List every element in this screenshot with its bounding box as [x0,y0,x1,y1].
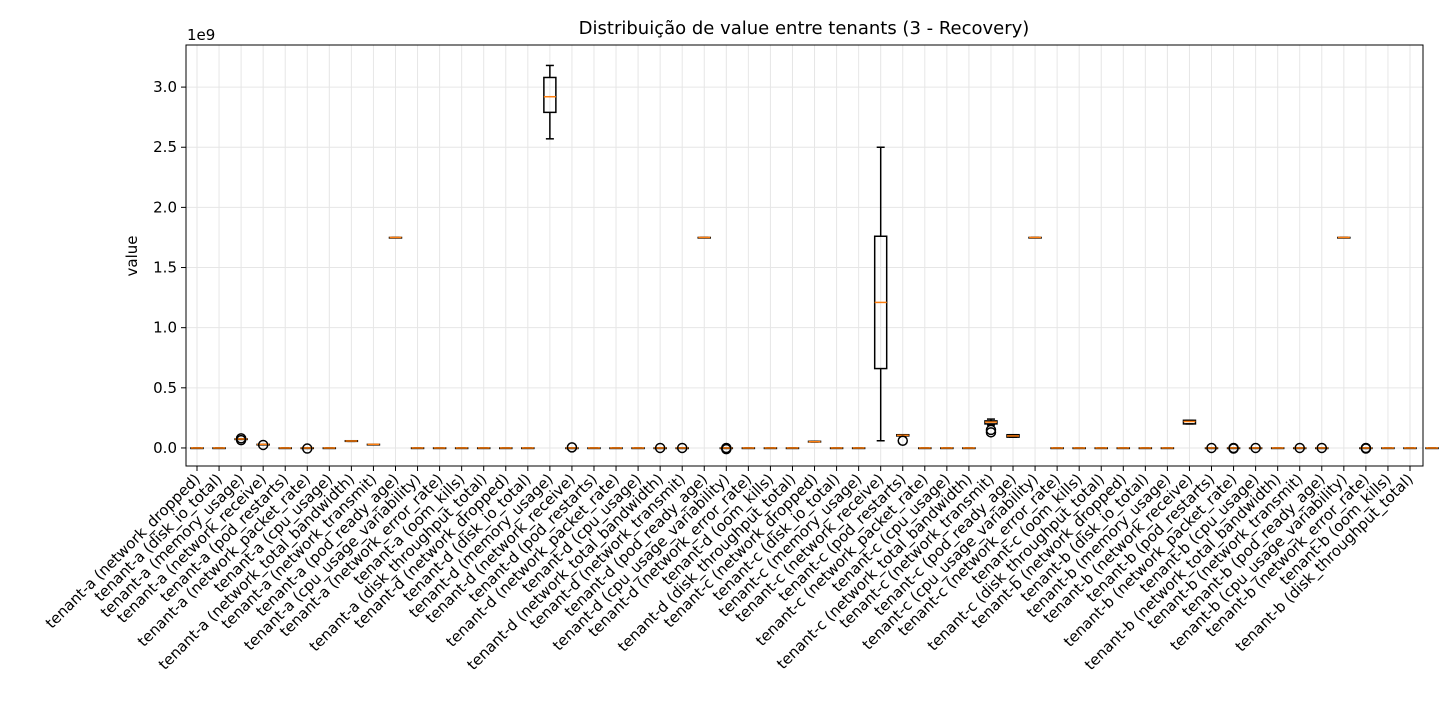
box-41 [1094,447,1108,450]
outlier-point [654,442,666,454]
box-35 [962,447,976,450]
y-tick-label: 0.5 [153,379,177,397]
outlier-point [897,435,908,446]
chart-title: Distribuição de value entre tenants (3 -… [579,18,1030,39]
box-1 [212,447,226,450]
box-4 [278,447,292,450]
box-2 [234,433,248,446]
box-25 [741,447,756,450]
box-10 [410,447,425,450]
box-19 [609,447,623,450]
box-24 [719,442,734,455]
box-22 [675,442,689,454]
box-45 [1182,419,1197,425]
outlier-point [1360,442,1372,454]
box-42 [1116,447,1131,450]
box-12 [454,447,469,450]
box-3 [256,439,270,451]
box-40 [1072,447,1086,450]
box-16 [543,64,557,140]
box-37 [1006,433,1020,438]
y-tick-label: 2.5 [153,138,177,156]
box-53 [1359,442,1373,454]
box-38 [1028,236,1042,239]
box-6 [322,447,337,450]
box-18 [587,447,601,450]
box-series [190,64,1439,455]
box-44 [1160,447,1175,450]
box-13 [476,447,491,450]
box-39 [1050,447,1064,450]
box-50 [1292,442,1307,454]
outlier-point [985,424,997,436]
box-33 [918,447,932,450]
y-tick-label: 3.0 [153,78,177,96]
box-0 [190,447,204,450]
box-48 [1248,442,1263,454]
outlier-point [676,442,688,454]
box-49 [1270,447,1285,450]
outlier-point [1294,442,1305,454]
box-28 [807,440,822,443]
outlier-point [566,442,578,453]
y-multiplier-label: 1e9 [187,26,215,44]
box-47 [1226,442,1241,454]
plot-frame [185,44,1424,467]
box-27 [785,447,800,450]
box-52 [1337,236,1351,239]
y-tick-label: 0.0 [153,439,177,457]
box-15 [521,447,535,450]
outlier-point [1206,442,1217,454]
box-5 [300,443,315,454]
box-7 [344,439,359,443]
box-8 [366,443,381,446]
y-tick-label: 1.5 [153,259,177,277]
box-26 [763,447,778,450]
box-46 [1204,442,1219,454]
box-31 [873,146,888,442]
box-30 [851,447,866,450]
box-23 [697,236,712,239]
box-43 [1138,447,1153,450]
box-20 [631,447,645,450]
outlier-point [721,442,732,454]
box-36 [984,418,998,438]
outlier-point [1228,442,1239,454]
box-11 [432,447,447,450]
y-tick-label: 1.0 [153,319,177,337]
box-56 [1425,447,1439,450]
box-21 [653,442,667,454]
box-32 [895,433,910,446]
box-14 [499,447,513,450]
outlier-point [1250,442,1261,454]
grid-lines [186,45,1423,466]
outlier-point [257,439,269,451]
box-17 [565,442,579,453]
outlier-point [1316,442,1328,454]
box-iqr [543,76,557,114]
outlier-point [235,433,247,444]
y-axis-label: value [123,236,141,277]
y-tick-label: 2.0 [153,198,177,216]
box-9 [388,236,403,239]
box-29 [829,447,844,450]
box-51 [1315,442,1329,454]
y-axis: 0.0 0.5 1.0 1.5 2.0 2.5 3.0 [153,78,186,457]
box-55 [1403,447,1417,450]
box-54 [1381,447,1395,450]
outlier-point [302,443,313,454]
box-34 [940,447,954,450]
